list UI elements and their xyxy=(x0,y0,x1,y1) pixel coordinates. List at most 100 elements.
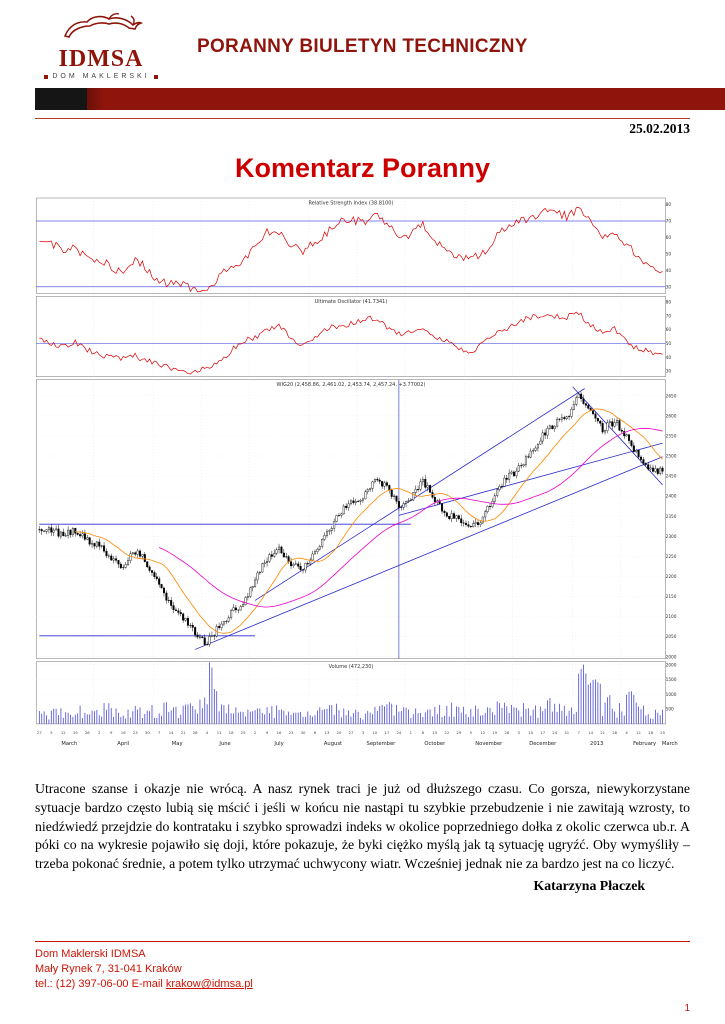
svg-text:25: 25 xyxy=(241,730,246,735)
svg-text:500: 500 xyxy=(666,707,674,713)
svg-text:21: 21 xyxy=(181,730,186,735)
svg-text:60: 60 xyxy=(666,327,672,333)
svg-text:70: 70 xyxy=(666,219,672,225)
svg-text:19: 19 xyxy=(73,730,78,735)
svg-text:1: 1 xyxy=(410,730,413,735)
svg-text:1000: 1000 xyxy=(666,692,677,698)
svg-text:2600: 2600 xyxy=(666,413,677,419)
svg-text:24: 24 xyxy=(396,730,401,735)
svg-text:1500: 1500 xyxy=(666,677,677,683)
svg-text:2: 2 xyxy=(98,730,101,735)
brand-subtitle: DOM MAKLERSKI xyxy=(52,73,150,80)
volume-panel-title: Volume (472,230) xyxy=(329,664,374,670)
svg-text:21: 21 xyxy=(600,730,605,735)
svg-text:30: 30 xyxy=(145,730,150,735)
svg-text:2450: 2450 xyxy=(666,474,677,480)
svg-text:2000: 2000 xyxy=(666,654,677,660)
ultimate-panel-title: Ultimate Oscillator (41.7341) xyxy=(315,299,388,305)
svg-text:17: 17 xyxy=(540,730,545,735)
bulletin-title: PORANNY BIULETYN TECHNICZNY xyxy=(197,36,528,57)
svg-text:27: 27 xyxy=(349,730,354,735)
svg-text:September: September xyxy=(367,741,397,747)
svg-text:2350: 2350 xyxy=(666,514,677,520)
svg-text:19: 19 xyxy=(492,730,497,735)
svg-text:20: 20 xyxy=(337,730,342,735)
svg-text:2100: 2100 xyxy=(666,614,677,620)
svg-text:June: June xyxy=(218,741,230,747)
svg-text:11: 11 xyxy=(217,730,222,735)
svg-text:2050: 2050 xyxy=(666,634,677,640)
svg-text:2300: 2300 xyxy=(666,534,677,540)
technical-analysis-chart: 30 40 50 60 70 80 Relative Strength Index (38.… xyxy=(36,197,678,747)
svg-text:40: 40 xyxy=(666,268,672,274)
svg-text:26: 26 xyxy=(85,730,90,735)
ultimate-panel: 30 40 50 60 70 80 Ultimate Oscillator (41.7341… xyxy=(36,296,672,377)
svg-text:9: 9 xyxy=(110,730,113,735)
svg-text:12: 12 xyxy=(61,730,66,735)
page-number: 1 xyxy=(684,1003,690,1014)
footer-contact: tel.: (12) 397-06-00 E-mail krakow@idmsa… xyxy=(35,977,690,992)
brand-subtitle-row: DOM MAKLERSKI xyxy=(35,73,167,80)
svg-text:9: 9 xyxy=(266,730,269,735)
price-panel: 2000 2050 2100 2150 2200 2250 2300 2350 2400 2450… xyxy=(36,379,677,660)
svg-text:13: 13 xyxy=(325,730,330,735)
svg-text:4: 4 xyxy=(625,730,628,735)
svg-text:22: 22 xyxy=(444,730,449,735)
svg-text:80: 80 xyxy=(666,300,672,306)
svg-text:23: 23 xyxy=(289,730,294,735)
svg-text:10: 10 xyxy=(373,730,378,735)
svg-text:2400: 2400 xyxy=(666,494,677,500)
svg-text:16: 16 xyxy=(277,730,282,735)
footer-company: Dom Maklerski IDMSA xyxy=(35,948,146,961)
svg-text:2150: 2150 xyxy=(666,594,677,600)
svg-text:14: 14 xyxy=(169,730,174,735)
svg-text:2: 2 xyxy=(254,730,257,735)
svg-text:18: 18 xyxy=(229,730,234,735)
svg-text:16: 16 xyxy=(121,730,126,735)
bull-logo-icon xyxy=(63,13,144,38)
email-link[interactable]: krakow@idmsa.pl xyxy=(165,978,253,991)
svg-text:2000: 2000 xyxy=(666,662,677,668)
header: IDMSA DOM MAKLERSKI PORANNY BIULETYN TEC… xyxy=(0,0,725,80)
footer-address: Mały Rynek 7, 31-041 Kraków xyxy=(35,963,182,976)
svg-text:7: 7 xyxy=(577,730,580,735)
svg-text:28: 28 xyxy=(612,730,617,735)
svg-text:30: 30 xyxy=(301,730,306,735)
svg-text:24: 24 xyxy=(552,730,557,735)
svg-text:5: 5 xyxy=(50,730,53,735)
svg-text:October: October xyxy=(424,741,446,747)
svg-text:5: 5 xyxy=(470,730,473,735)
svg-text:50: 50 xyxy=(666,341,672,347)
footer-rule xyxy=(35,941,690,943)
svg-text:March: March xyxy=(662,741,678,747)
svg-text:50: 50 xyxy=(666,252,672,258)
svg-text:May: May xyxy=(172,741,183,747)
svg-text:August: August xyxy=(324,741,342,747)
svg-text:6: 6 xyxy=(314,730,317,735)
svg-text:April: April xyxy=(117,741,129,747)
svg-text:12: 12 xyxy=(480,730,485,735)
volume-panel: 500 1000 1500 2000 Volume (472,230) xyxy=(36,661,677,725)
svg-text:July: July xyxy=(273,741,283,747)
svg-text:30: 30 xyxy=(666,369,672,375)
svg-text:4: 4 xyxy=(206,730,209,735)
svg-text:2250: 2250 xyxy=(666,554,677,560)
chart-area: 30 40 50 60 70 80 Relative Strength Index (38.… xyxy=(0,196,725,750)
logo-accent-square xyxy=(44,74,49,79)
rsi-panel: 30 40 50 60 70 80 Relative Strength Index (38.… xyxy=(36,197,672,294)
page-title: Komentarz Poranny xyxy=(234,153,491,183)
svg-text:8: 8 xyxy=(422,730,425,735)
rsi-panel-title: Relative Strength Index (38.8100) xyxy=(309,201,394,207)
svg-text:December: December xyxy=(529,741,557,747)
brand-name: IDMSA xyxy=(58,46,144,72)
svg-text:11: 11 xyxy=(636,730,641,735)
svg-text:March: March xyxy=(61,741,77,747)
svg-text:15: 15 xyxy=(432,730,437,735)
author-signature: Katarzyna Płaczek xyxy=(533,877,646,893)
commentary-paragraph: Utracone szanse i okazje nie wrócą. A na… xyxy=(35,781,690,871)
svg-text:7: 7 xyxy=(158,730,161,735)
svg-text:3: 3 xyxy=(362,730,365,735)
svg-text:60: 60 xyxy=(666,235,672,241)
svg-text:17: 17 xyxy=(384,730,389,735)
